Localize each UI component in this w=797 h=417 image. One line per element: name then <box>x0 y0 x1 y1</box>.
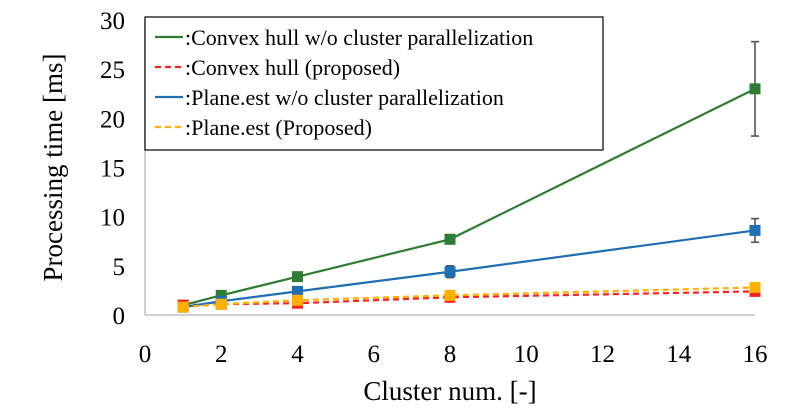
legend-label: :Convex hull (proposed) <box>185 55 400 80</box>
x-tick-label: 16 <box>743 341 768 368</box>
data-point <box>444 289 456 301</box>
x-tick-label: 14 <box>666 341 692 368</box>
data-point <box>292 294 303 306</box>
series-layer <box>177 40 761 313</box>
data-point <box>292 285 303 297</box>
x-tick-labels: 0 2 4 6 8 10 12 14 16 <box>139 341 768 368</box>
y-tick-label: 15 <box>100 156 125 183</box>
y-tick-label: 30 <box>100 8 125 35</box>
y-tick-label: 5 <box>113 254 126 281</box>
series-4 <box>177 281 761 313</box>
x-axis-title: Cluster num. [-] <box>363 376 536 406</box>
legend-item: :Convex hull w/o cluster parallelization <box>155 25 533 50</box>
series-line <box>182 229 756 309</box>
series-3 <box>177 217 761 313</box>
series-line <box>183 290 756 307</box>
x-tick-label: 10 <box>514 341 539 368</box>
y-tick-labels: 0 5 10 15 20 25 30 <box>100 8 125 330</box>
legend-item: :Plane.est (Proposed) <box>155 115 372 140</box>
data-point <box>749 83 761 95</box>
y-tick-label: 20 <box>100 106 125 133</box>
data-point <box>444 266 456 278</box>
data-point <box>215 289 227 301</box>
data-point <box>444 233 456 245</box>
data-point <box>177 301 189 313</box>
y-tick-label: 25 <box>100 57 125 84</box>
x-tick-label: 8 <box>444 341 457 368</box>
data-point <box>292 271 303 283</box>
x-tick-label: 4 <box>291 341 304 368</box>
legend-label: :Plane.est (Proposed) <box>185 115 372 140</box>
x-tick-label: 12 <box>590 341 615 368</box>
legend-label: :Convex hull w/o cluster parallelization <box>185 25 533 50</box>
x-tick-label: 6 <box>368 341 381 368</box>
y-tick-label: 10 <box>100 205 125 232</box>
data-point <box>749 281 761 293</box>
legend-item: :Convex hull (proposed) <box>155 55 400 80</box>
legend-box <box>144 16 604 151</box>
y-axis-title: Processing time [ms] <box>38 54 68 282</box>
x-tick-label: 0 <box>139 341 152 368</box>
data-point <box>215 298 227 310</box>
data-point <box>749 224 761 236</box>
legend: :Convex hull w/o cluster parallelization… <box>144 16 604 151</box>
legend-item: :Plane.est w/o cluster parallelization <box>155 85 504 110</box>
y-tick-label: 0 <box>113 303 126 330</box>
legend-label: :Plane.est w/o cluster parallelization <box>185 85 504 110</box>
x-tick-label: 2 <box>215 341 228 368</box>
